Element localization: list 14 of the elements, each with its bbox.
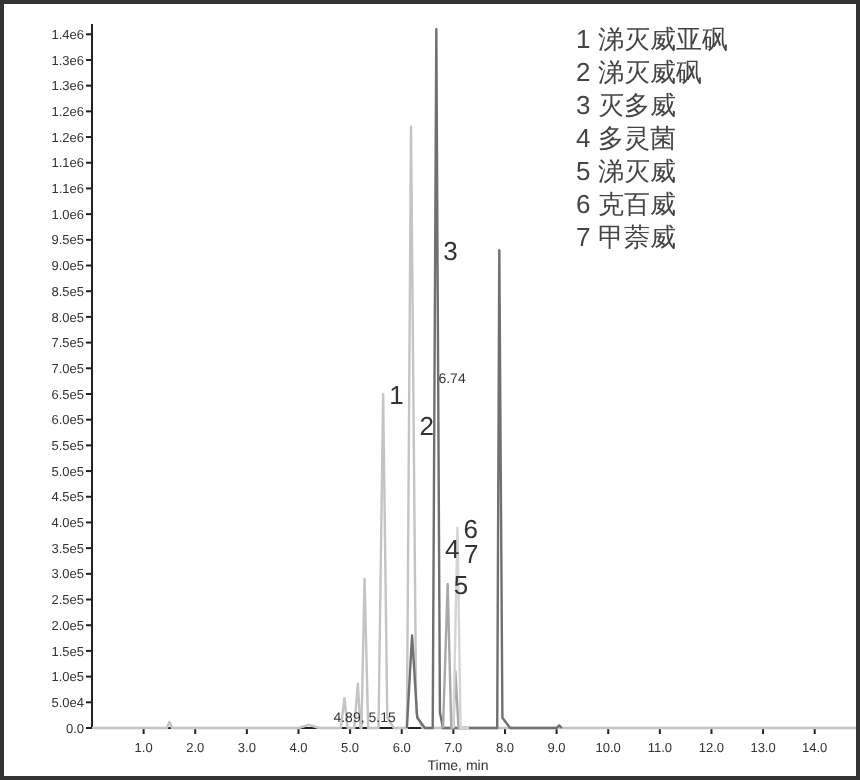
annotation: 2 xyxy=(419,410,435,441)
annotation: 3 xyxy=(443,236,458,267)
annotation: 6 xyxy=(463,513,478,544)
annotation: 7 甲萘威 xyxy=(576,222,676,252)
annotation: 4 xyxy=(445,534,460,565)
annotation: 6 克百威 xyxy=(576,189,676,219)
annotation: 1 xyxy=(389,379,404,410)
annotation: 5 涕灭威 xyxy=(576,156,676,186)
annotation: 1 涕灭威亚砜 xyxy=(576,24,728,54)
annotation: 2 涕灭威砜 xyxy=(576,57,702,87)
annotation: 5 xyxy=(453,570,469,601)
annotation: 4 多灵菌 xyxy=(576,123,676,153)
annotation: 3 灭多威 xyxy=(576,90,676,120)
annotation: 7 xyxy=(463,539,479,570)
